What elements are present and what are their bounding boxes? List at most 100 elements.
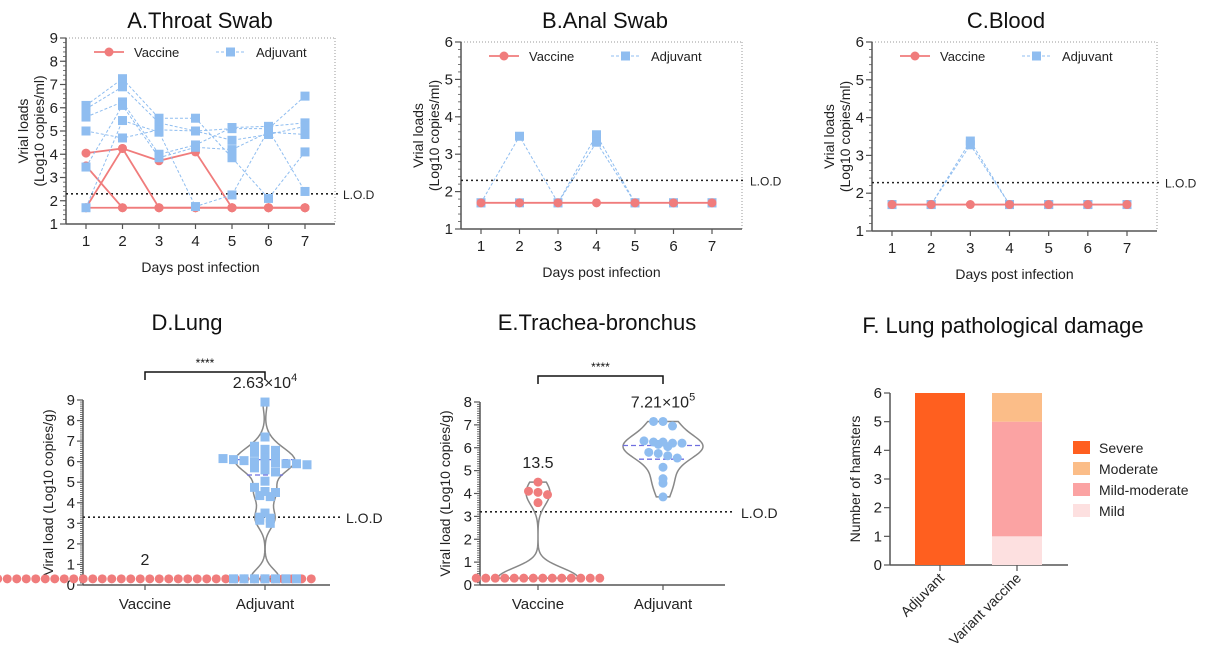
data-point [227, 123, 237, 133]
data-point [887, 200, 897, 210]
legend-marker-adjuvant [1032, 51, 1041, 61]
y-tick-label: 6 [50, 100, 58, 117]
data-point [78, 574, 88, 584]
data-point [135, 574, 145, 584]
y-tick-label: 2 [445, 184, 453, 201]
data-point [300, 147, 310, 157]
annotation-label: 7.21×105 [631, 391, 695, 411]
data-point [260, 574, 270, 584]
data-point [191, 202, 200, 212]
data-point [547, 573, 557, 583]
data-point [533, 498, 543, 508]
y-tick-label: 1 [445, 221, 453, 238]
legend-label-vaccine: Vaccine [529, 49, 574, 64]
y-tick-label: 1 [874, 528, 882, 545]
data-point [595, 573, 605, 583]
data-point [553, 198, 563, 208]
data-point [81, 148, 91, 158]
legend-marker-adjuvant [621, 51, 630, 61]
legend-marker-vaccine [499, 51, 509, 61]
y-tick-label: 7 [464, 417, 472, 434]
data-point [191, 142, 200, 152]
data-point [515, 131, 524, 141]
group-adjuvant [622, 416, 704, 502]
data-point [260, 486, 270, 496]
data-point [145, 574, 155, 584]
y-tick-label: 0 [464, 577, 472, 594]
data-point [250, 463, 259, 473]
data-point [481, 573, 491, 583]
y-tick-label: 6 [856, 34, 864, 51]
significance-bracket [144, 371, 266, 380]
data-point [50, 574, 60, 584]
data-point [543, 490, 552, 500]
x-tick-label: 3 [966, 240, 974, 257]
data-point [250, 457, 259, 467]
data-point [271, 467, 280, 477]
y-tick-label: 6 [464, 440, 472, 457]
series-line [892, 140, 1127, 206]
annotation-label: 13.5 [522, 455, 553, 472]
annotation-value: 2 [141, 552, 150, 569]
data-point [218, 454, 228, 464]
data-point [0, 574, 3, 583]
data-point [260, 449, 270, 459]
data-point [271, 451, 280, 460]
data-point [21, 574, 31, 584]
data-point [173, 574, 183, 584]
data-point [250, 447, 259, 457]
legend-label-adjuvant: Adjuvant [651, 49, 702, 64]
x-tick-label: Variant vaccine [946, 570, 1024, 648]
data-point [81, 112, 91, 122]
significance-label: **** [196, 356, 215, 370]
annotation-value: 2.63×10 [233, 375, 291, 392]
data-point [1044, 200, 1054, 210]
y-tick-label: 0 [67, 577, 75, 594]
lod-label: L.O.D [343, 188, 375, 202]
data-point [669, 198, 678, 208]
data-point [271, 458, 280, 468]
data-point [118, 143, 127, 153]
annotation-value: 7.21×10 [631, 394, 689, 411]
data-point [538, 573, 548, 583]
data-point [281, 574, 291, 584]
legend: Vaccine Adjuvant [900, 49, 1113, 64]
data-point [221, 574, 231, 584]
y-tick-label: 3 [874, 471, 882, 488]
x-tick-label: 5 [631, 238, 639, 255]
data-point [653, 448, 663, 458]
data-point [227, 153, 237, 163]
data-point [154, 153, 164, 163]
data-point [1122, 200, 1132, 210]
data-point [118, 133, 127, 143]
y-axis-title-line1: Vrial loads [410, 103, 426, 168]
data-point [69, 574, 79, 584]
x-axis-title: Days post infection [141, 259, 259, 275]
series-adjuvant [81, 74, 310, 203]
data-point [592, 130, 601, 140]
x-tick-label: 3 [155, 233, 163, 250]
data-point [471, 573, 481, 583]
data-point [191, 113, 200, 123]
y-tick-label: 2 [874, 500, 882, 517]
chart-title: A.Throat Swab [127, 8, 273, 33]
chart-title: F. Lung pathological damage [862, 313, 1143, 338]
data-point [264, 193, 273, 203]
group-adjuvant [218, 397, 312, 584]
chart-title: E.Trachea-bronchus [498, 310, 697, 335]
series-adjuvant [81, 116, 310, 213]
violin-outline [622, 420, 704, 498]
data-point [107, 574, 117, 584]
y-tick-label: 2 [856, 185, 864, 202]
x-tick-label: 6 [264, 233, 272, 250]
y-tick-label: 4 [464, 486, 472, 503]
y-tick-label: 1 [464, 554, 472, 571]
legend-label-adjuvant: Adjuvant [256, 45, 307, 60]
chart-anal-swab: B.Anal Swab 1 2 3 4 5 6 1 2 3 4 5 6 7 Days post infect… [410, 8, 782, 280]
chart-lung: D.Lung 0 1 2 3 4 5 6 7 8 9 Vaccine Adjuvant Viral loa… [0, 310, 383, 613]
data-point [592, 198, 601, 208]
data-point [202, 574, 212, 584]
chart-title: D.Lung [152, 310, 223, 335]
data-point [566, 573, 576, 583]
data-point [630, 198, 640, 208]
